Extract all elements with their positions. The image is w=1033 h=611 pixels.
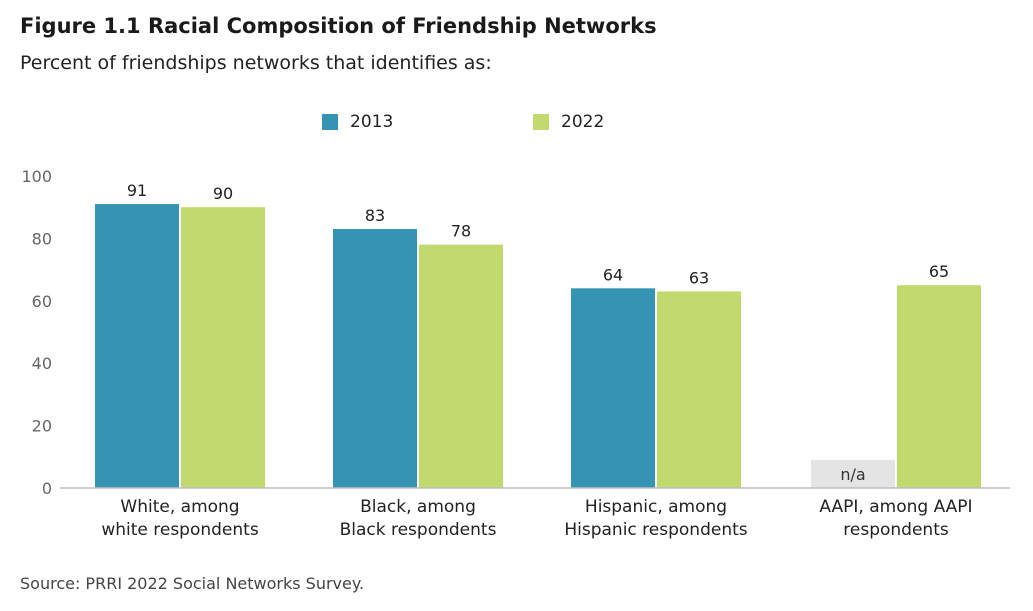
bar-2022 bbox=[897, 285, 981, 488]
bar-2013 bbox=[95, 204, 179, 488]
y-tick-label: 100 bbox=[21, 167, 52, 186]
bar-value-label: 90 bbox=[213, 184, 233, 203]
x-axis: White, among white respondents Black, amon… bbox=[60, 487, 1010, 540]
bar-value-label: 65 bbox=[929, 262, 949, 281]
y-tick-label: 60 bbox=[32, 292, 52, 311]
x-category-label: Hispanic, among Hispanic respondents bbox=[564, 497, 747, 540]
bar-value-label: 83 bbox=[365, 206, 385, 225]
bar-value-label: 91 bbox=[127, 181, 147, 200]
bar-2013 bbox=[571, 288, 655, 488]
bar-value-label: 64 bbox=[603, 265, 623, 284]
y-tick-label: 20 bbox=[32, 417, 52, 436]
bar-na-2013 bbox=[811, 460, 895, 488]
legend: 2013 2022 bbox=[0, 112, 1033, 134]
legend-label-2022: 2022 bbox=[561, 112, 605, 132]
x-category-label: White, among white respondents bbox=[101, 497, 259, 540]
y-tick-label: 40 bbox=[32, 354, 52, 373]
chart-subtitle: Percent of friendships networks that ide… bbox=[20, 52, 492, 74]
bar-value-label: n/a bbox=[840, 465, 865, 484]
chart-title: Figure 1.1 Racial Composition of Friends… bbox=[20, 14, 657, 38]
bar-2013 bbox=[333, 229, 417, 489]
legend-item-2022: 2022 bbox=[533, 112, 604, 132]
y-axis: 0 20 40 60 80 100 bbox=[21, 167, 52, 498]
x-category-label: Black, among Black respondents bbox=[340, 497, 497, 540]
x-category-label: AAPI, among AAPI respondents bbox=[819, 497, 972, 540]
bar-2022 bbox=[657, 291, 741, 488]
bar-value-label: 78 bbox=[451, 222, 471, 241]
source-note: Source: PRRI 2022 Social Networks Survey… bbox=[20, 574, 365, 593]
legend-label-2013: 2013 bbox=[350, 112, 394, 132]
legend-swatch-2013 bbox=[322, 114, 338, 130]
y-tick-label: 0 bbox=[42, 479, 52, 498]
bar-2022 bbox=[419, 244, 503, 488]
legend-swatch-2022 bbox=[533, 114, 549, 130]
legend-item-2013: 2013 bbox=[322, 112, 393, 132]
y-tick-label: 80 bbox=[32, 229, 52, 248]
bars: 91 90 83 78 64 63 n/a 65 bbox=[95, 181, 981, 489]
bar-2022 bbox=[181, 207, 265, 488]
bar-value-label: 63 bbox=[689, 268, 709, 287]
